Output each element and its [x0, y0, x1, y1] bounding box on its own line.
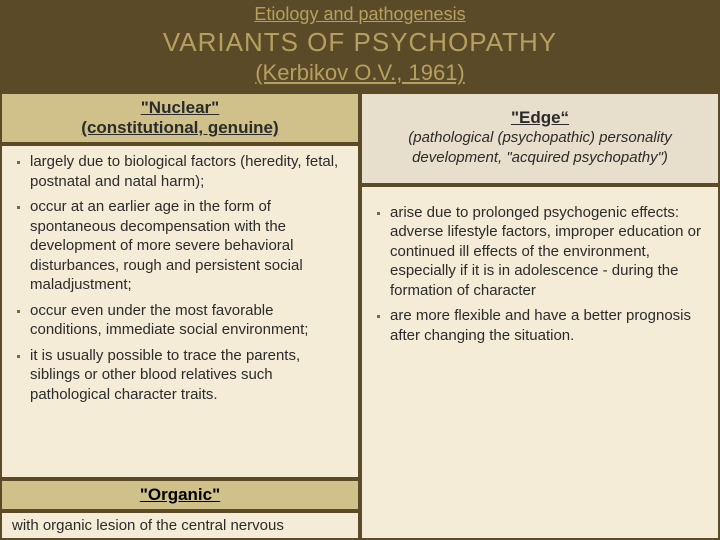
left-column: "Nuclear" (constitutional, genuine) larg… — [0, 92, 360, 540]
title-line-3: (Kerbikov O.V., 1961) — [10, 60, 710, 86]
nuclear-body: largely due to biological factors (hered… — [0, 144, 360, 479]
nuclear-header-sub: (constitutional, genuine) — [8, 118, 352, 138]
list-item: occur at an earlier age in the form of s… — [30, 197, 348, 295]
list-item: largely due to biological factors (hered… — [30, 152, 348, 191]
nuclear-list: largely due to biological factors (hered… — [8, 152, 348, 404]
edge-body: arise due to prolonged psychogenic effec… — [360, 185, 720, 540]
title-line-1: Etiology and pathogenesis — [10, 4, 710, 25]
list-item: it is usually possible to trace the pare… — [30, 346, 348, 405]
edge-list: arise due to prolonged psychogenic effec… — [368, 203, 708, 346]
list-item: arise due to prolonged psychogenic effec… — [390, 203, 708, 301]
list-item: are more flexible and have a better prog… — [390, 306, 708, 345]
edge-header: "Edge“ (pathological (psychopathic) pers… — [360, 92, 720, 185]
title-line-2: VARIANTS OF PSYCHOPATHY — [10, 27, 710, 58]
edge-header-main: "Edge“ — [380, 108, 700, 128]
edge-header-sub: (pathological (psychopathic) personality… — [380, 128, 700, 169]
content-grid: "Nuclear" (constitutional, genuine) larg… — [0, 92, 720, 540]
list-item: occur even under the most favorable cond… — [30, 301, 348, 340]
organic-body: with organic lesion of the central nervo… — [0, 511, 360, 540]
title-block: Etiology and pathogenesis VARIANTS OF PS… — [0, 0, 720, 92]
organic-header: "Organic" — [0, 479, 360, 511]
right-column: "Edge“ (pathological (psychopathic) pers… — [360, 92, 720, 540]
nuclear-header: "Nuclear" (constitutional, genuine) — [0, 92, 360, 144]
nuclear-header-main: "Nuclear" — [141, 98, 219, 117]
